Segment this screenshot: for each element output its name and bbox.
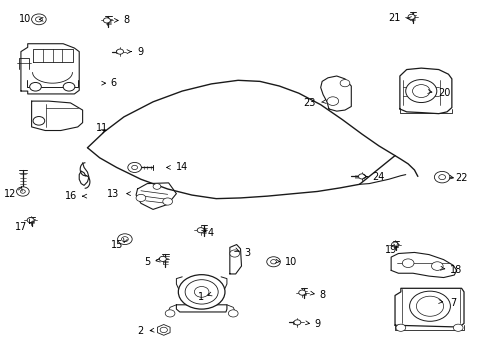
Text: 10: 10 [285,257,297,267]
Circle shape [402,259,413,267]
Circle shape [197,228,204,233]
Circle shape [30,82,41,91]
Circle shape [409,291,449,321]
Circle shape [185,280,218,304]
Circle shape [121,237,128,242]
Circle shape [433,171,449,183]
Circle shape [178,275,224,309]
Text: 14: 14 [176,162,188,172]
Circle shape [229,250,239,257]
Circle shape [116,49,123,54]
Circle shape [163,198,172,205]
Text: 8: 8 [319,290,325,300]
Circle shape [438,175,445,180]
Text: 16: 16 [64,191,77,201]
Circle shape [228,310,238,317]
Text: 22: 22 [454,173,467,183]
Circle shape [136,194,145,202]
Text: 21: 21 [387,13,400,23]
Circle shape [358,174,365,179]
Circle shape [452,324,462,331]
Circle shape [160,327,167,333]
Circle shape [407,14,414,19]
Polygon shape [157,324,170,335]
Circle shape [32,14,46,25]
Circle shape [63,82,75,91]
Circle shape [395,324,405,331]
Text: 18: 18 [449,265,462,275]
Text: 1: 1 [198,292,203,302]
Circle shape [27,217,34,223]
Text: 13: 13 [106,189,119,199]
Circle shape [270,260,276,264]
Circle shape [127,162,141,172]
Circle shape [20,190,25,193]
Text: 17: 17 [15,222,28,231]
Text: 9: 9 [137,46,143,57]
Circle shape [159,256,166,261]
Text: 11: 11 [96,123,108,133]
Circle shape [391,242,398,247]
Circle shape [412,85,429,98]
Text: 10: 10 [20,14,32,24]
Circle shape [36,17,42,22]
Circle shape [103,18,110,23]
Circle shape [340,80,349,87]
Circle shape [165,310,175,317]
Text: 8: 8 [122,15,129,26]
Text: 6: 6 [110,78,116,88]
Circle shape [194,287,208,297]
Text: 19: 19 [384,245,396,255]
Circle shape [131,165,137,170]
Circle shape [298,290,305,295]
Circle shape [153,184,161,189]
Text: 15: 15 [110,240,122,250]
Circle shape [430,262,442,270]
Text: 2: 2 [137,326,143,336]
Text: 4: 4 [207,228,213,238]
Text: 3: 3 [244,248,250,258]
Circle shape [326,97,338,105]
Text: 9: 9 [314,319,320,329]
Circle shape [405,80,436,103]
Text: 24: 24 [372,172,384,182]
Circle shape [266,257,280,267]
Text: 7: 7 [449,298,456,308]
Circle shape [117,234,132,244]
Text: 23: 23 [303,98,315,108]
Circle shape [17,187,29,196]
Text: 12: 12 [4,189,16,199]
Circle shape [33,117,44,125]
Text: 20: 20 [438,88,450,98]
Circle shape [416,296,443,316]
Circle shape [293,320,300,325]
Text: 5: 5 [144,257,150,267]
